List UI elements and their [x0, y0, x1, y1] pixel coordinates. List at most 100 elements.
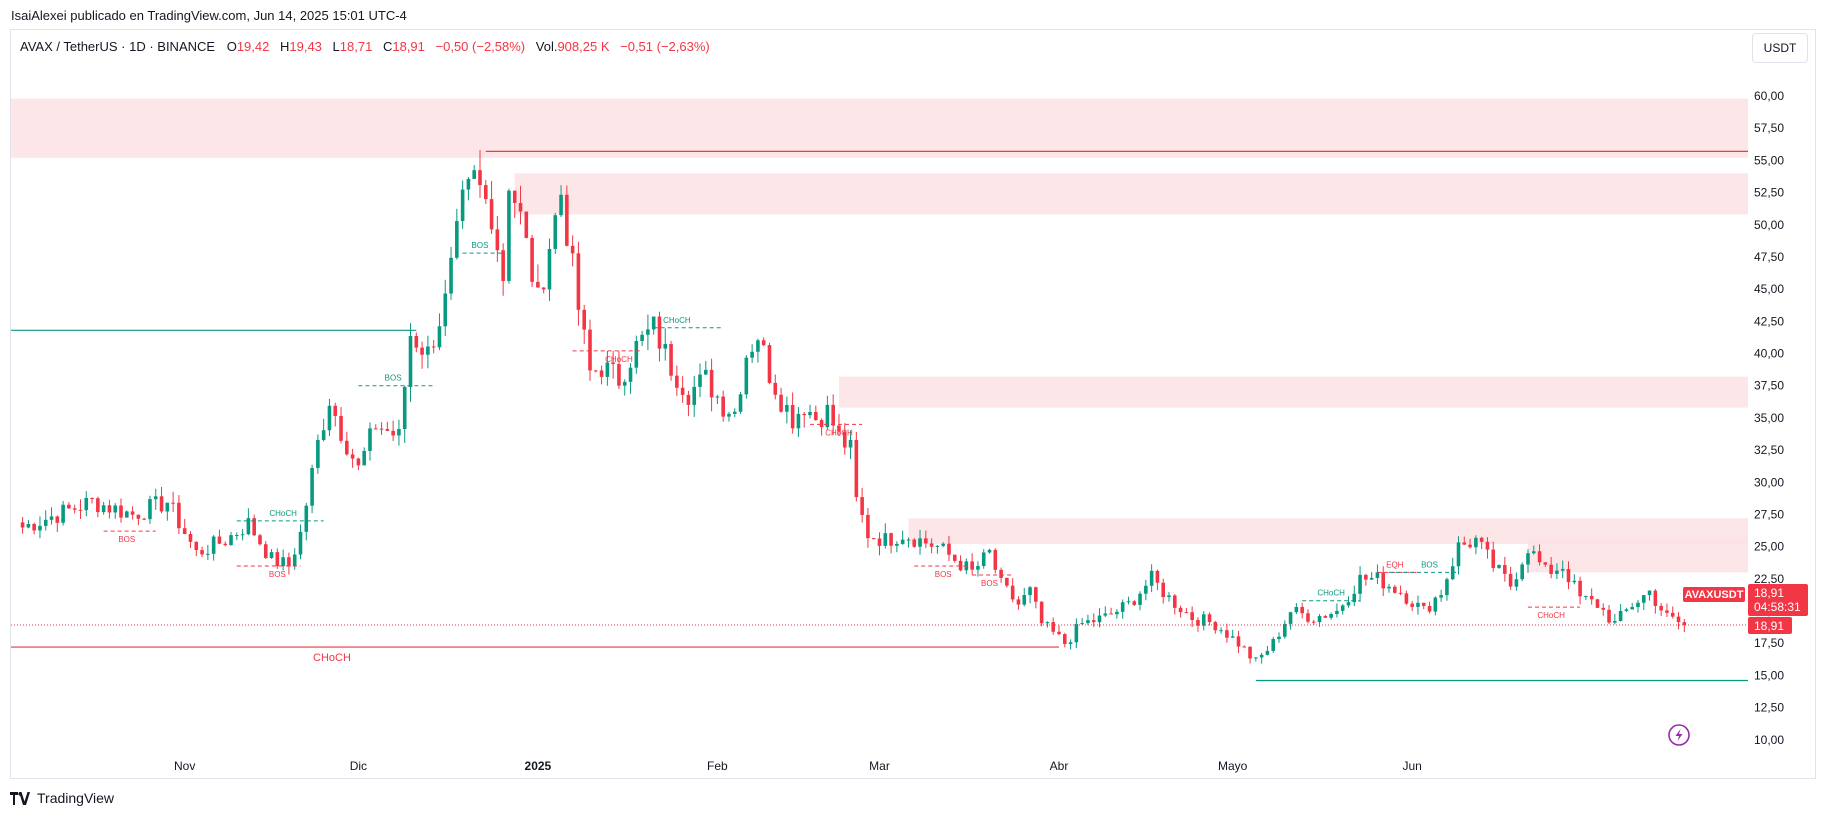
candle-body: [1468, 544, 1472, 548]
candle-body: [1103, 613, 1108, 616]
candle-body: [1184, 612, 1189, 614]
y-tick-label: 30,00: [1754, 475, 1784, 489]
candle-body: [871, 538, 876, 540]
candle-body: [669, 343, 673, 376]
candle-body: [171, 502, 175, 504]
candle-body: [327, 405, 332, 431]
candle-body: [1676, 616, 1681, 623]
y-tick-label: 52,50: [1754, 186, 1784, 200]
candle-body: [1062, 634, 1067, 644]
candle-body: [761, 340, 766, 346]
lightning-icon[interactable]: [1668, 724, 1690, 746]
candle-body: [622, 381, 627, 386]
symbol-title[interactable]: AVAX / TetherUS · 1D · BINANCE: [20, 39, 216, 54]
candle-body: [310, 467, 314, 506]
candle-body: [397, 429, 401, 436]
candle-body: [593, 370, 598, 372]
candle-body: [900, 539, 905, 544]
candle-body: [1294, 606, 1299, 613]
candle-body: [929, 543, 934, 547]
change-value: −0,50 (−2,58%): [435, 39, 526, 54]
candle-body: [1485, 541, 1490, 550]
candle-body: [142, 518, 146, 520]
candle-body: [1381, 572, 1386, 589]
candle-body: [368, 428, 372, 451]
candle-body: [217, 536, 222, 544]
candle-body: [1109, 613, 1113, 615]
candle-body: [466, 178, 471, 190]
candle-body: [362, 450, 366, 466]
candle-body: [732, 411, 737, 414]
candle-body: [646, 329, 650, 335]
symbol-tag: [1683, 587, 1745, 602]
candle-body: [952, 554, 957, 561]
candle-body: [796, 413, 801, 429]
low-label: L: [332, 39, 340, 54]
candle-body: [651, 316, 656, 330]
candle-body: [26, 523, 31, 528]
candle-body: [1618, 610, 1623, 622]
symbol-tag-label: AVAXUSDT: [1685, 589, 1744, 601]
candle-body: [1028, 587, 1032, 596]
structure-label-bos: BOS: [981, 579, 998, 588]
candle-body: [1624, 609, 1629, 611]
low-value: 18,71: [339, 39, 373, 54]
candle-body: [489, 199, 494, 230]
candle-body: [1404, 593, 1409, 604]
candle-body: [495, 229, 500, 251]
candle-body: [1549, 564, 1553, 574]
candle-body: [1097, 615, 1102, 623]
structure-label-bos: BOS: [472, 241, 489, 250]
candle-body: [1248, 646, 1252, 659]
candle-body: [860, 497, 864, 515]
candle-body: [912, 539, 917, 547]
candle-body: [1514, 579, 1519, 587]
candle-body: [605, 362, 610, 377]
candle-body: [1236, 636, 1241, 647]
candle-body: [1364, 574, 1368, 580]
x-tick-label: Abr: [1050, 759, 1069, 773]
y-tick-label: 42,50: [1754, 314, 1784, 328]
candle-body: [819, 420, 824, 428]
candle-body: [449, 257, 453, 294]
currency-button[interactable]: USDT: [1752, 33, 1808, 63]
candle-body: [159, 496, 164, 512]
structure-label-bos: BOS: [118, 535, 135, 544]
candle-body: [1086, 620, 1090, 624]
candle-body: [1091, 620, 1096, 623]
y-tick-label: 27,50: [1754, 507, 1784, 521]
candle-body: [1358, 574, 1362, 594]
candle-body: [316, 439, 320, 468]
candle-body: [287, 557, 291, 567]
footer-brand: TradingView: [37, 790, 115, 806]
candle-body: [443, 293, 448, 327]
tradingview-footer[interactable]: TradingView: [10, 790, 114, 806]
chart-frame[interactable]: [10, 29, 1816, 779]
last-price-tag: [1748, 617, 1792, 634]
x-tick-label: Feb: [707, 759, 728, 773]
candle-body: [1398, 592, 1403, 594]
candle-body: [709, 369, 714, 398]
candle-body: [246, 518, 251, 535]
candle-body: [292, 554, 297, 567]
candle-body: [84, 497, 89, 511]
candle-body: [1462, 542, 1467, 545]
candle-body: [1346, 602, 1351, 606]
lightning-icon-bolt: [1675, 729, 1683, 741]
candle-body: [379, 428, 384, 430]
candle-body: [1531, 551, 1536, 554]
candle-body: [125, 511, 129, 518]
candle-body: [1589, 595, 1594, 600]
candle-body: [895, 543, 899, 546]
structure-label-choch: CHoCH: [1537, 611, 1565, 620]
candle-body: [588, 329, 592, 371]
candle-body: [148, 499, 152, 520]
candle-body: [756, 340, 760, 352]
candle-body: [848, 439, 853, 448]
candle-body: [1445, 579, 1449, 596]
candle-body: [1306, 613, 1310, 622]
last-price-value: 18,91: [1754, 619, 1784, 633]
candle-body: [785, 405, 789, 412]
candle-body: [78, 509, 83, 511]
